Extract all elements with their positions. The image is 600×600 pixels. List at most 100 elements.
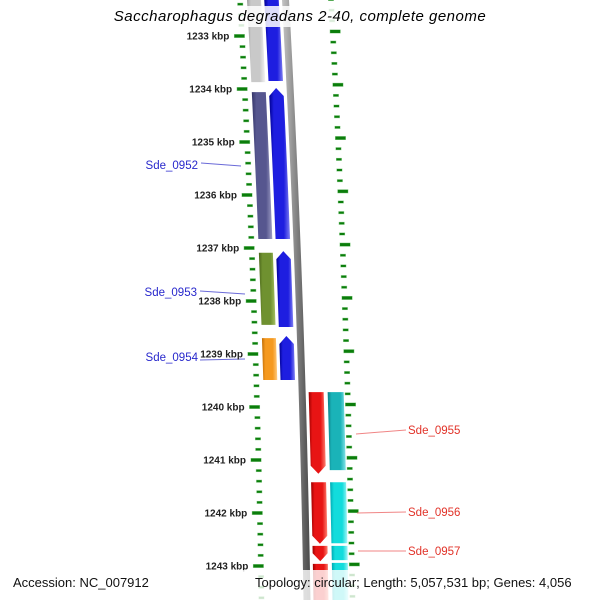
- minor-tick: [245, 161, 252, 165]
- minor-tick: [240, 66, 247, 70]
- minor-tick: [338, 211, 345, 215]
- accession-text: Accession: NC_007912: [13, 575, 149, 590]
- major-tick: [249, 405, 261, 409]
- minor-tick: [330, 40, 337, 44]
- major-tick: [339, 242, 351, 247]
- leader-line-Sde_0956: [356, 511, 407, 514]
- major-tick: [346, 455, 358, 460]
- minor-tick: [244, 151, 251, 155]
- minor-tick: [348, 552, 355, 556]
- minor-tick: [245, 172, 252, 176]
- category-band-Sde_0954[interactable]: [261, 338, 278, 380]
- gene-label-Sde_0957[interactable]: Sde_0957: [408, 546, 460, 558]
- minor-tick: [344, 392, 351, 396]
- minor-tick: [255, 437, 261, 441]
- major-tick: [233, 34, 245, 38]
- minor-tick: [253, 394, 260, 398]
- minor-tick: [247, 225, 254, 229]
- major-tick: [348, 562, 360, 567]
- minor-tick: [250, 288, 257, 292]
- minor-tick: [331, 61, 338, 65]
- minor-tick: [347, 498, 354, 502]
- minor-tick: [253, 373, 260, 377]
- gene-arrow-Sde_0955[interactable]: [308, 392, 326, 474]
- minor-tick: [240, 55, 246, 59]
- map-layers: 1233 kbp 1234 kbp 1235 kbp 1236 kbp 1237 kbp…: [145, 0, 460, 600]
- major-tick: [345, 402, 356, 407]
- minor-tick: [247, 204, 253, 208]
- gene-arrow-Sde_0957[interactable]: [312, 545, 328, 562]
- gene-label-Sde_0956[interactable]: Sde_0956: [408, 507, 460, 519]
- minor-tick: [337, 200, 344, 204]
- kbp-tick-label: 1239 kbp: [200, 350, 243, 361]
- major-tick: [252, 564, 264, 568]
- gene-arrow-Sde_0956[interactable]: [311, 482, 328, 544]
- minor-tick: [333, 104, 340, 108]
- major-tick: [332, 82, 344, 87]
- minor-tick: [331, 72, 338, 76]
- minor-tick: [255, 469, 262, 473]
- minor-tick: [252, 363, 259, 367]
- minor-tick: [242, 98, 249, 102]
- gene-arrow-Sde_0953[interactable]: [276, 251, 294, 327]
- minor-tick: [341, 307, 348, 311]
- minor-tick: [257, 522, 263, 526]
- category-band-Sde_0957[interactable]: [331, 545, 348, 561]
- minor-tick: [344, 371, 350, 374]
- minor-tick: [345, 435, 352, 438]
- minor-tick: [336, 157, 342, 161]
- minor-tick: [248, 235, 255, 239]
- minor-tick: [249, 278, 256, 282]
- category-band-Sde_0952[interactable]: [251, 92, 273, 239]
- gene-label-Sde_0953[interactable]: Sde_0953: [145, 287, 197, 299]
- gene-label-Sde_0954[interactable]: Sde_0954: [146, 352, 199, 364]
- minor-tick: [345, 413, 352, 417]
- kbp-tick-label: 1241 kbp: [203, 456, 246, 467]
- major-tick: [251, 511, 263, 515]
- minor-tick: [243, 129, 250, 133]
- minor-tick: [333, 93, 339, 97]
- backbone-arc: [282, 0, 311, 600]
- minor-tick: [342, 317, 349, 321]
- minor-tick: [336, 168, 343, 172]
- minor-tick: [251, 320, 258, 324]
- minor-tick: [249, 257, 256, 261]
- major-tick: [245, 299, 257, 303]
- minor-tick: [257, 553, 264, 557]
- minor-tick: [339, 232, 346, 236]
- minor-tick: [340, 275, 347, 279]
- major-tick: [341, 295, 353, 300]
- minor-tick: [241, 76, 248, 80]
- minor-tick: [341, 285, 348, 289]
- gene-label-Sde_0952[interactable]: Sde_0952: [146, 160, 198, 172]
- category-band-Sde_0955[interactable]: [327, 392, 346, 471]
- minor-tick: [237, 2, 244, 6]
- minor-tick: [239, 45, 246, 49]
- major-tick: [335, 136, 346, 141]
- minor-tick: [243, 119, 250, 123]
- minor-tick: [256, 479, 263, 483]
- major-tick: [241, 193, 253, 197]
- minor-tick: [340, 264, 347, 268]
- minor-tick: [334, 115, 340, 119]
- category-band-Sde_0953[interactable]: [258, 252, 276, 325]
- gene-arrow-Sde_0954[interactable]: [279, 335, 296, 380]
- gene-label-Sde_0955[interactable]: Sde_0955: [408, 425, 460, 437]
- minor-tick: [254, 426, 261, 430]
- major-tick: [243, 246, 255, 250]
- minor-tick: [256, 490, 263, 494]
- category-band-Sde_0956[interactable]: [330, 482, 348, 544]
- gene-arrow-Sde_0952[interactable]: [269, 87, 291, 239]
- minor-tick: [338, 221, 345, 225]
- minor-tick: [346, 467, 353, 470]
- minor-tick: [334, 125, 341, 129]
- major-tick: [239, 140, 251, 144]
- minor-tick: [257, 543, 264, 547]
- minor-tick: [347, 477, 353, 481]
- kbp-tick-label: 1233 kbp: [187, 32, 230, 43]
- minor-tick: [246, 182, 253, 186]
- major-tick: [329, 29, 341, 34]
- minor-tick: [330, 51, 337, 55]
- kbp-tick-label: 1242 kbp: [204, 509, 247, 520]
